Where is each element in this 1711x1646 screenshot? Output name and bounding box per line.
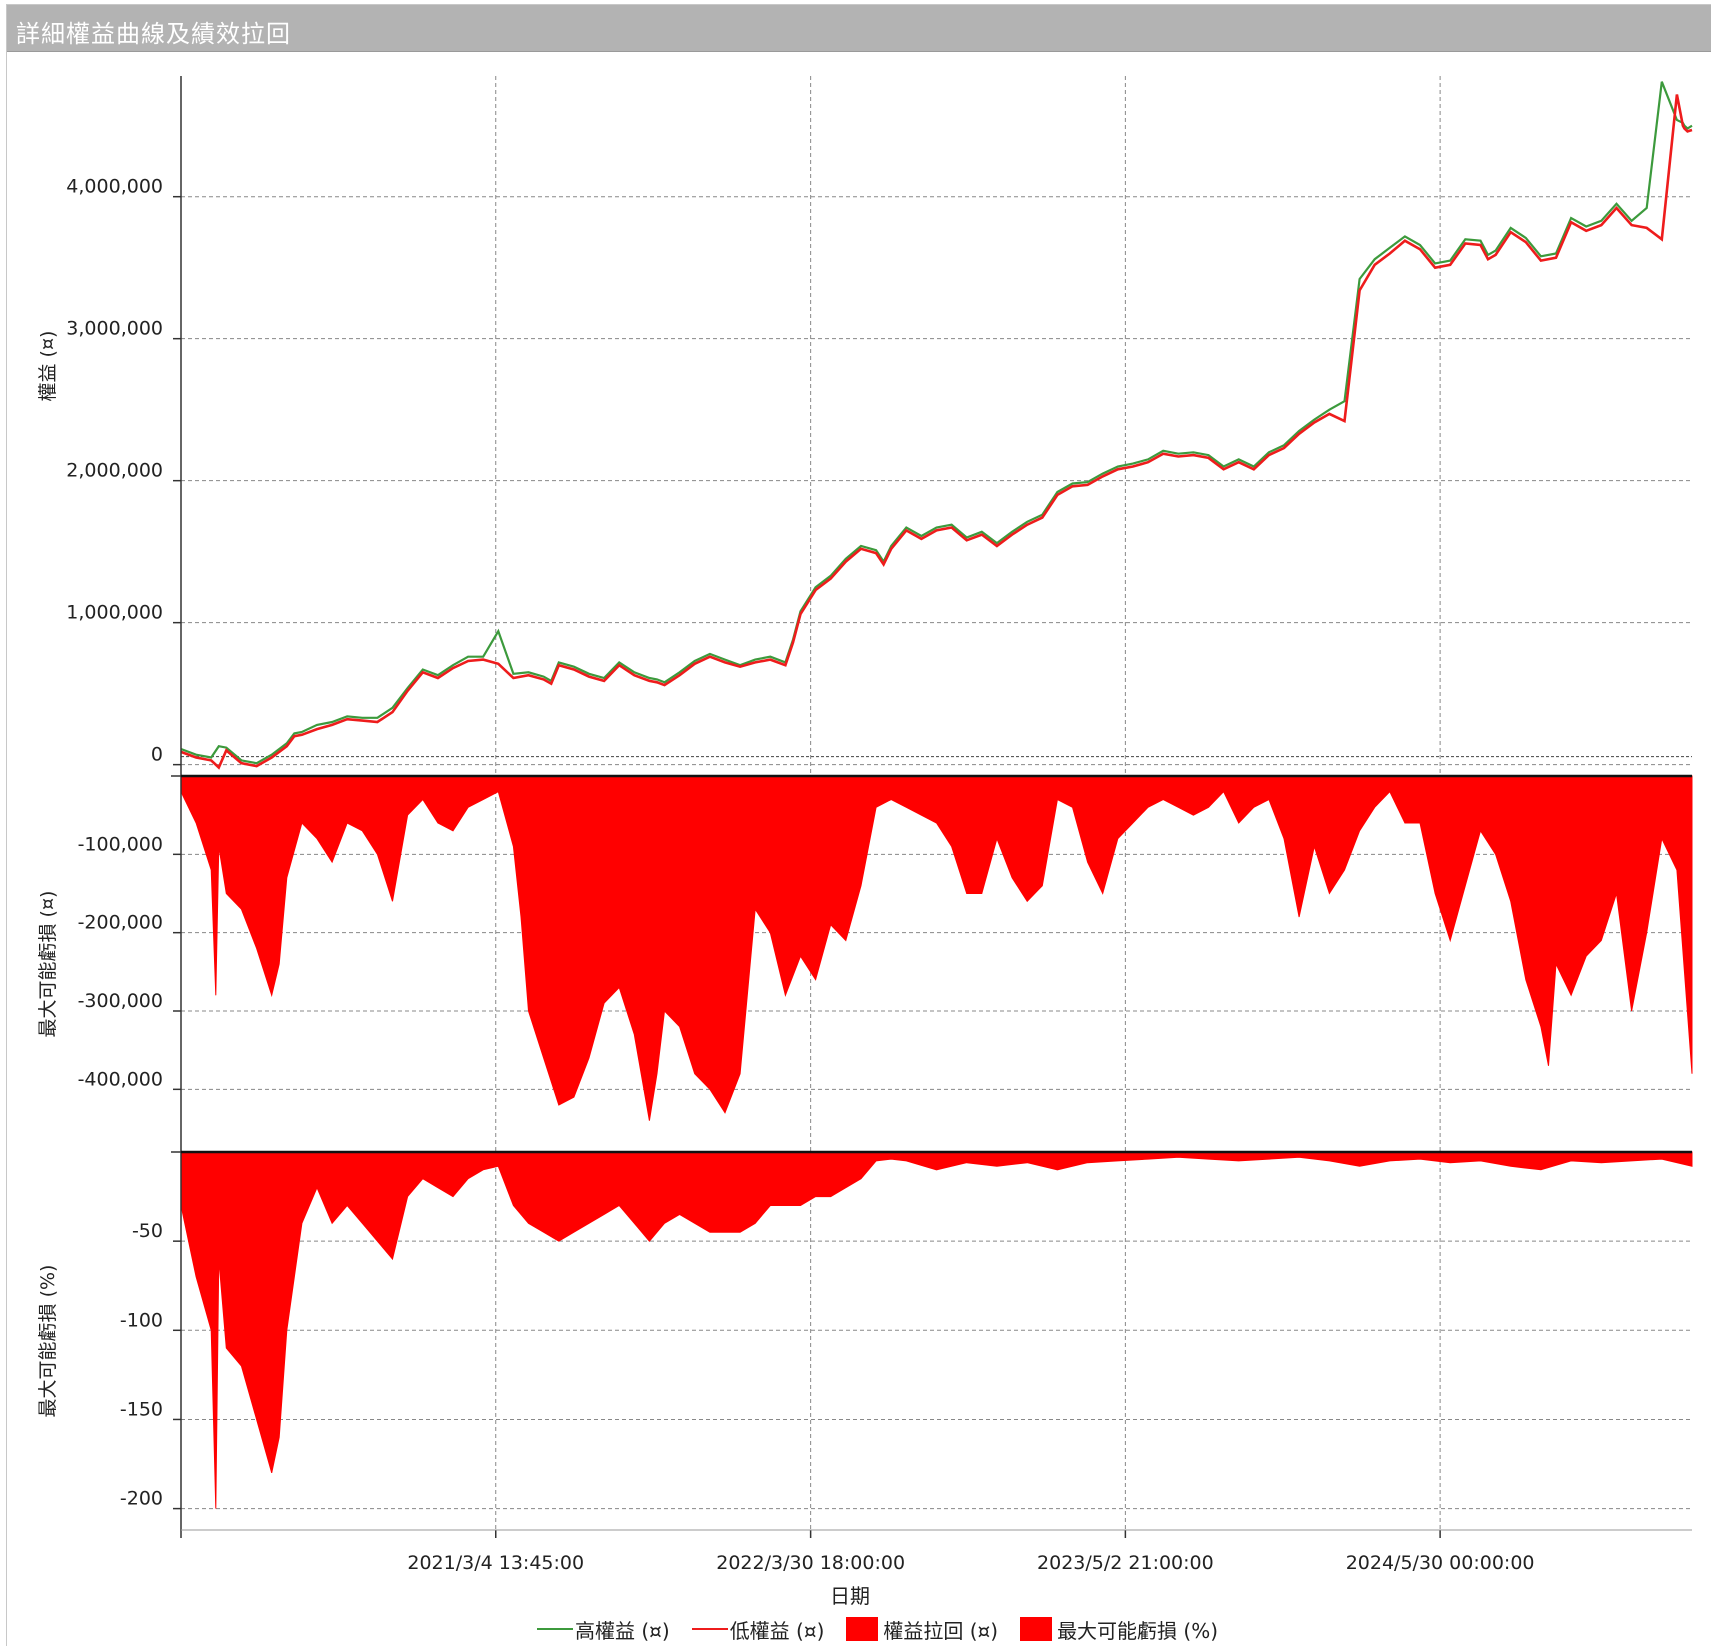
legend-label: 最大可能虧損 (%) bbox=[1057, 1618, 1219, 1643]
line-layer bbox=[180, 81, 1693, 770]
y-tick-label: 4,000,000 bbox=[66, 176, 163, 198]
y-axis-label: 最大可能虧損 (%) bbox=[37, 1265, 59, 1418]
series-high-equity bbox=[180, 81, 1693, 765]
x-tick-label: 2023/5/2 21:00:00 bbox=[1037, 1552, 1214, 1574]
legend-item: 低權益 (¤) bbox=[691, 1615, 825, 1644]
label-layer: 2021/3/4 13:45:00 2022/3/30 18:00:00 2023/… bbox=[37, 176, 1535, 1608]
y-tick-label: 3,000,000 bbox=[66, 318, 163, 340]
legend-label: 權益拉回 (¤) bbox=[883, 1618, 999, 1643]
y-tick-label: -100 bbox=[120, 1309, 163, 1331]
y-tick-label: -200,000 bbox=[78, 912, 163, 934]
window-title: 詳細權益曲線及績效拉回 bbox=[16, 20, 291, 48]
legend-item: 權益拉回 (¤) bbox=[846, 1615, 998, 1644]
legend-label: 低權益 (¤) bbox=[729, 1618, 825, 1643]
window-title-bar: 詳細權益曲線及績效拉回 bbox=[7, 5, 1711, 52]
chart-legend: 高權益 (¤) 低權益 (¤) 權益拉回 (¤) 最大可能虧損 (%) bbox=[537, 1614, 1240, 1644]
series-low-equity bbox=[180, 94, 1693, 770]
legend-line-swatch bbox=[537, 1628, 573, 1630]
axis-layer bbox=[171, 76, 1692, 1538]
legend-line-swatch bbox=[691, 1628, 728, 1630]
x-axis-label: 日期 bbox=[830, 1584, 870, 1608]
x-tick-label: 2022/3/30 18:00:00 bbox=[716, 1552, 905, 1574]
y-tick-label: -50 bbox=[132, 1220, 163, 1242]
chart-window-frame bbox=[6, 4, 1711, 1646]
legend-box-swatch bbox=[846, 1617, 879, 1641]
y-tick-label: -150 bbox=[120, 1398, 163, 1420]
y-tick-label: 0 bbox=[151, 744, 163, 766]
y-tick-label: 2,000,000 bbox=[66, 460, 163, 482]
y-tick-label: 1,000,000 bbox=[66, 602, 163, 624]
x-tick-label: 2021/3/4 13:45:00 bbox=[407, 1552, 584, 1574]
y-tick-label: -200 bbox=[120, 1488, 163, 1510]
legend-item: 高權益 (¤) bbox=[537, 1615, 670, 1644]
y-axis-label: 最大可能虧損 (¤) bbox=[37, 891, 59, 1038]
y-tick-label: -300,000 bbox=[78, 990, 163, 1012]
series-drawdown-pct-area bbox=[180, 1151, 1693, 1509]
y-axis-label: 權益 (¤) bbox=[37, 331, 59, 402]
y-tick-label: -100,000 bbox=[78, 833, 163, 855]
grid-layer bbox=[181, 76, 1692, 1530]
legend-item: 最大可能虧損 (%) bbox=[1020, 1615, 1218, 1644]
series-drawdown-area bbox=[180, 775, 1693, 1121]
area-layer bbox=[180, 775, 1693, 1509]
legend-label: 高權益 (¤) bbox=[575, 1618, 670, 1643]
x-tick-label: 2024/5/30 00:00:00 bbox=[1346, 1552, 1535, 1574]
legend-box-swatch bbox=[1020, 1617, 1053, 1641]
y-tick-label: -400,000 bbox=[78, 1068, 163, 1090]
